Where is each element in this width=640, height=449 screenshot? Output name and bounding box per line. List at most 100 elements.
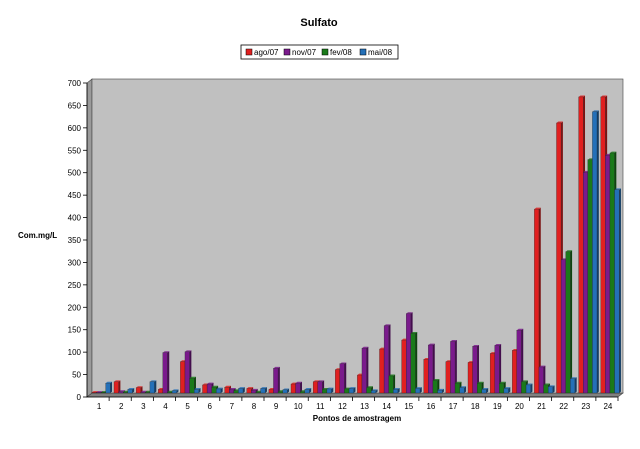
bar-side [110, 381, 113, 393]
bar-top [516, 328, 524, 331]
bar-side [331, 387, 334, 393]
bar-top [609, 151, 617, 154]
bar [251, 390, 257, 394]
bar-top [127, 388, 135, 390]
bar [96, 392, 102, 394]
bar-side [455, 340, 457, 393]
bar-top [548, 385, 555, 387]
bar-side [477, 344, 479, 393]
plot-background [91, 78, 624, 394]
y-tick-label: 250 [68, 281, 82, 290]
bar [202, 384, 208, 394]
bar-side [278, 366, 280, 393]
bar [472, 346, 478, 394]
plot-area: 0 50 100 150 200 250 300 350 400 450 500 550 600 650 7… [68, 78, 624, 411]
bar-top [472, 344, 479, 347]
bar [335, 369, 340, 394]
bar-top [455, 381, 462, 384]
bar-side [167, 351, 170, 393]
bar-top [592, 110, 599, 112]
bar [113, 381, 119, 394]
x-tick-label: 15 [404, 402, 413, 411]
x-tick-label: 22 [559, 402, 568, 411]
bar [525, 384, 531, 394]
bar-top [162, 351, 170, 353]
bar [556, 122, 562, 394]
bar-top [326, 387, 334, 389]
bar [255, 391, 261, 394]
bar [578, 96, 584, 394]
bar [600, 96, 606, 394]
x-tick-label: 6 [207, 402, 212, 411]
x-tick-label: 1 [97, 402, 102, 411]
bar-top [118, 390, 125, 392]
bar-side [508, 387, 511, 393]
bar [229, 389, 234, 394]
bar-side [366, 346, 369, 393]
bar [167, 391, 173, 394]
y-tick-label: 100 [68, 348, 82, 357]
bar-side [353, 387, 356, 393]
bar-top [526, 383, 533, 385]
bar [100, 392, 106, 394]
x-tick-label: 5 [185, 402, 190, 411]
x-tick-label: 17 [449, 402, 458, 411]
bar-side [118, 380, 121, 393]
bar [246, 388, 252, 394]
bar-top [273, 366, 280, 369]
bar-top [282, 388, 290, 390]
bar [339, 363, 345, 394]
bar [406, 313, 411, 394]
bar [481, 389, 487, 394]
bar [543, 384, 549, 394]
x-tick-label: 16 [426, 402, 435, 411]
bar [312, 381, 318, 394]
bar-side [499, 344, 502, 393]
x-tick-label: 23 [581, 402, 590, 411]
bar-top [534, 207, 541, 210]
bar-top [614, 188, 621, 190]
bar-top [105, 381, 113, 384]
x-tick-label: 14 [382, 402, 391, 411]
bar [428, 344, 434, 394]
legend-swatch [283, 48, 291, 56]
bar-top [349, 387, 356, 389]
bar [224, 387, 230, 394]
legend-box [240, 44, 399, 60]
bar [149, 381, 155, 394]
bar [304, 389, 310, 394]
bar-top [384, 324, 391, 326]
bar-top [216, 387, 223, 389]
x-tick-label: 24 [603, 402, 612, 411]
legend-swatch [359, 48, 367, 56]
bar [135, 387, 141, 394]
legend: ago/07 nov/07 fev/08 mai/08 [240, 44, 399, 60]
bar-side [176, 389, 179, 393]
bar [211, 387, 217, 394]
bar [194, 389, 199, 394]
bar [410, 333, 416, 394]
bar [614, 189, 620, 394]
bar-side [397, 388, 400, 393]
bar-top [494, 344, 502, 346]
bar-top [140, 390, 148, 393]
bar [432, 380, 438, 394]
x-tick-label: 7 [230, 402, 235, 411]
y-tick-label: 350 [68, 236, 82, 245]
bar [277, 391, 283, 394]
legend-label: nov/07 [292, 48, 317, 57]
bar-top [459, 386, 467, 388]
x-axis-label: Pontos de amostragem [313, 414, 401, 423]
bar [361, 347, 367, 394]
y-axis-label: Com.mg/L [18, 231, 57, 240]
bar [450, 341, 456, 394]
legend-swatch [245, 48, 253, 56]
bar-side [530, 383, 533, 393]
x-tick-label: 11 [316, 402, 325, 411]
bar [538, 366, 544, 394]
bar-top [194, 388, 201, 390]
bar [371, 390, 376, 394]
bar-side [154, 380, 157, 393]
bar-top [317, 380, 325, 382]
bar [494, 345, 500, 394]
